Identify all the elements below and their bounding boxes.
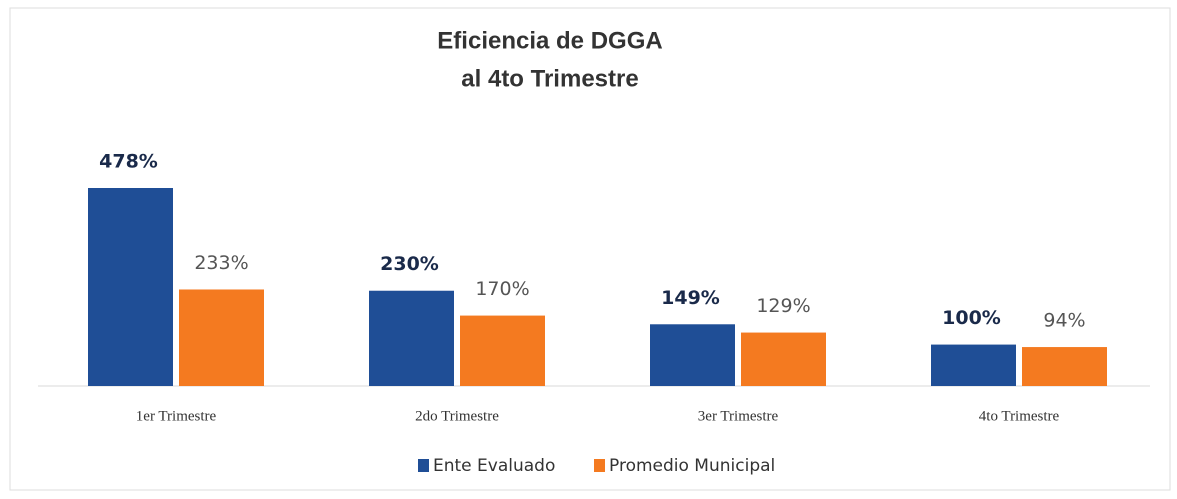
- bar: [650, 324, 735, 386]
- value-label: 233%: [194, 252, 248, 274]
- chart-title: al 4to Trimestre: [461, 65, 638, 92]
- bar: [369, 290, 454, 386]
- chart-title: Eficiencia de DGGA: [437, 27, 662, 54]
- legend-swatch: [594, 459, 605, 472]
- value-label: 129%: [756, 295, 810, 317]
- value-label: 170%: [475, 278, 529, 300]
- x-tick-label: 4to Trimestre: [979, 408, 1060, 424]
- legend-label: Promedio Municipal: [609, 456, 775, 476]
- x-tick-label: 2do Trimestre: [415, 408, 499, 424]
- bar: [179, 289, 264, 386]
- legend-swatch: [418, 459, 429, 472]
- value-label: 94%: [1043, 310, 1085, 332]
- value-label: 478%: [99, 151, 158, 173]
- legend-label: Ente Evaluado: [433, 456, 555, 476]
- bar: [931, 344, 1016, 386]
- value-label: 100%: [942, 307, 1001, 329]
- bar: [460, 315, 545, 386]
- bar: [741, 332, 826, 386]
- x-tick-label: 3er Trimestre: [698, 408, 779, 424]
- bar: [88, 188, 173, 386]
- bar: [1022, 347, 1107, 386]
- value-label: 230%: [380, 253, 439, 275]
- x-tick-label: 1er Trimestre: [136, 408, 217, 424]
- value-label: 149%: [661, 287, 720, 309]
- chart-frame: [9, 7, 1171, 491]
